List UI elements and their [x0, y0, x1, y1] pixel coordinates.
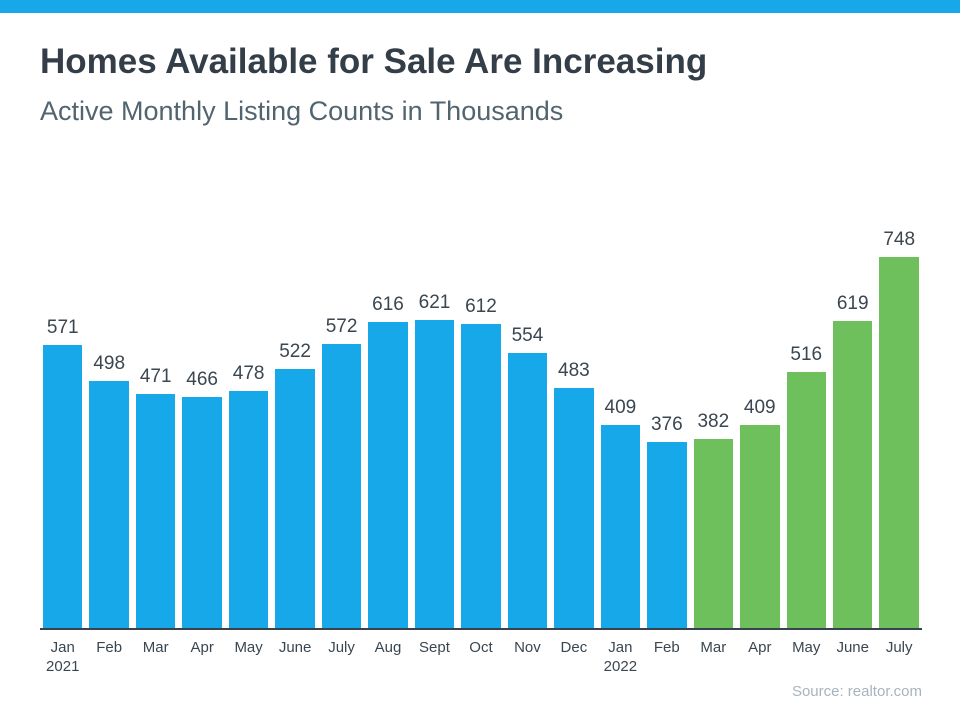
bar-value-label: 483	[558, 360, 590, 381]
bar-value-label: 572	[325, 316, 358, 337]
bar-column-feb: 498	[89, 353, 129, 628]
bar-mar	[693, 439, 734, 628]
page-subtitle: Active Monthly Listing Counts in Thousan…	[40, 96, 564, 126]
x-axis-label-feb: Feb	[653, 639, 680, 656]
x-axis-label-july: July	[328, 639, 355, 656]
bar-jan-2022	[600, 425, 641, 628]
x-axis-label-may: May	[792, 639, 821, 656]
bar-value-label: 522	[279, 341, 311, 362]
x-axis-label-apr: Apr	[190, 639, 214, 656]
bar-column-dec: 483	[554, 360, 594, 628]
bar-value-label: 619	[836, 293, 869, 314]
bar-value-label: 498	[93, 353, 126, 374]
x-axis-label-dec: Dec	[560, 639, 588, 656]
bar-value-label: 621	[418, 292, 451, 313]
bar-value-label: 571	[46, 317, 79, 338]
bar-value-label: 612	[465, 296, 497, 317]
x-axis-label-apr: Apr	[748, 639, 772, 656]
x-axis-label-june: June	[278, 639, 312, 656]
bar-value-label: 748	[883, 229, 916, 250]
bar-column-sept: 621	[414, 292, 455, 628]
bar-value-label: 478	[232, 363, 265, 384]
bar-apr	[182, 397, 222, 628]
x-axis-label-nov: Nov	[514, 639, 541, 656]
bar-nov	[507, 353, 548, 628]
bar-value-label: 471	[139, 366, 172, 387]
bar-column-june: 522	[275, 341, 315, 628]
bar-sept	[414, 320, 455, 628]
bar-oct	[461, 324, 501, 628]
bar-value-label: 409	[604, 397, 637, 418]
bar-aug	[368, 322, 408, 628]
bar-value-label: 616	[372, 294, 404, 315]
bar-column-aug: 616	[368, 294, 408, 628]
bar-feb	[89, 381, 129, 628]
bar-feb	[647, 442, 687, 628]
bar-jan-2021	[43, 345, 83, 628]
bar-column-feb: 376	[647, 414, 687, 628]
bar-column-oct: 612	[461, 296, 501, 628]
bar-column-june: 619	[832, 293, 873, 628]
x-axis-label-jan-2021: Jan 2021	[46, 639, 80, 675]
bar-column-nov: 554	[507, 325, 548, 628]
x-axis-label-aug: Aug	[374, 639, 402, 656]
bar-dec	[554, 388, 594, 628]
bar-column-apr: 466	[182, 369, 222, 628]
bar-chart: 571 498 471 466 478 522 572 616 621 612 554 483 409 3…	[40, 210, 922, 630]
bar-column-jan-2022: 409	[600, 397, 641, 628]
x-axis-label-feb: Feb	[96, 639, 123, 656]
source-attribution: Source: realtor.com	[791, 683, 922, 700]
x-axis-label-jan-2022: Jan 2022	[603, 639, 638, 675]
bar-value-label: 554	[511, 325, 544, 346]
x-axis-label-sept: Sept	[419, 639, 450, 656]
x-axis-label-mar: Mar	[700, 639, 727, 656]
x-axis-label-june: June	[836, 639, 869, 656]
page-title: Homes Available for Sale Are Increasing	[40, 42, 708, 81]
bar-value-label: 516	[790, 344, 823, 365]
x-axis-label-may: May	[234, 639, 263, 656]
bar-apr	[740, 425, 780, 628]
bar-value-label: 382	[697, 411, 730, 432]
bar-value-label: 376	[650, 414, 683, 435]
bar-may	[786, 372, 826, 628]
bar-mar	[135, 394, 176, 628]
bar-column-july: 572	[321, 316, 362, 628]
bar-july	[879, 257, 919, 628]
bar-value-label: 466	[186, 369, 218, 390]
bar-june	[832, 321, 873, 628]
x-axis-label-mar: Mar	[142, 639, 169, 656]
bar-july	[321, 344, 362, 628]
bar-column-may: 516	[786, 344, 826, 628]
bar-column-mar: 382	[693, 411, 734, 628]
bar-value-label: 409	[743, 397, 776, 418]
bar-column-may: 478	[228, 363, 269, 628]
bar-column-july: 748	[879, 229, 919, 628]
x-axis-label-july: July	[885, 639, 913, 656]
x-axis-label-oct: Oct	[469, 639, 493, 656]
bar-may	[228, 391, 269, 628]
bar-column-apr: 409	[740, 397, 780, 628]
x-axis-labels: Jan 2021 Feb Mar Apr May June July Aug Sept Oct Nov…	[40, 638, 922, 676]
bar-column-mar: 471	[135, 366, 176, 628]
bar-column-jan-2021: 571	[43, 317, 83, 628]
top-accent-bar	[0, 0, 960, 13]
bar-june	[275, 369, 315, 628]
